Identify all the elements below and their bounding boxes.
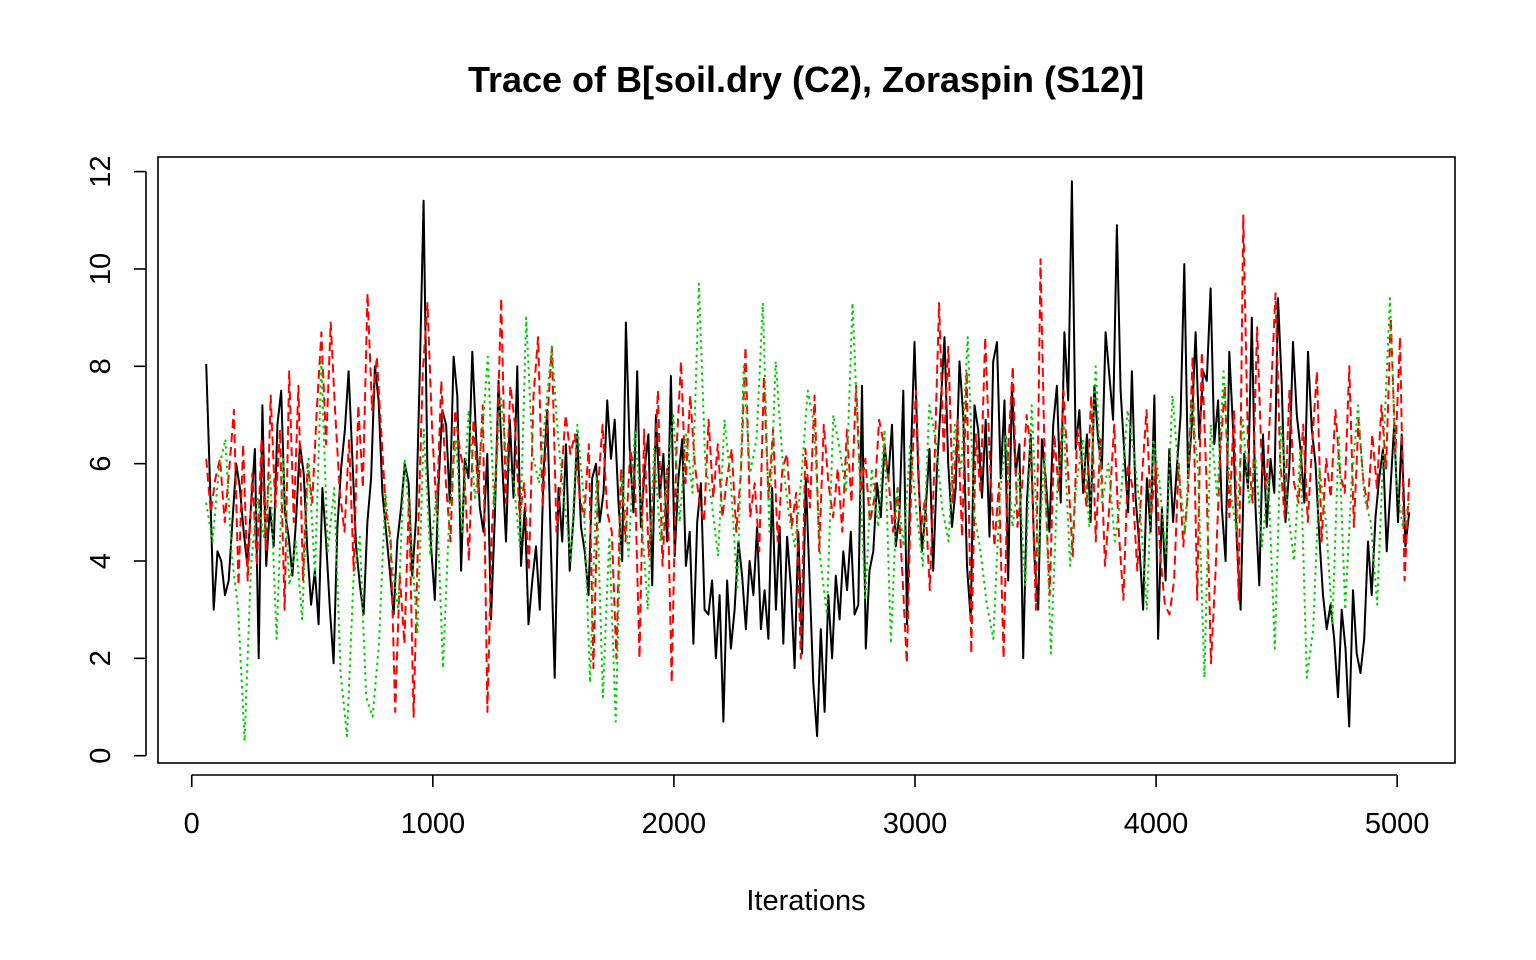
x-tick-label: 3000 [883,808,948,840]
x-tick-label: 1000 [401,808,466,840]
y-tick-label: 8 [85,358,117,374]
x-axis-label: Iterations [746,885,865,917]
y-tick-label: 6 [85,456,117,472]
series-group [205,180,1411,743]
chain-1-trace-line [205,180,1411,738]
plot-frame [157,156,1456,764]
y-tick-label: 0 [85,748,117,764]
x-tick-label: 0 [184,808,200,840]
chain-2-trace-line [205,214,1411,718]
y-tick-label: 4 [85,553,117,569]
y-tick-label: 2 [85,650,117,666]
x-tick-label: 4000 [1124,808,1189,840]
x-axis: 0 1000 2000 3000 4000 5000 [184,774,1430,840]
y-tick-label: 10 [85,253,117,285]
chain-3-trace-line [205,282,1411,743]
chart-title: Trace of B[soil.dry (C2), Zoraspin (S12)… [468,59,1144,100]
x-tick-label: 2000 [642,808,707,840]
y-tick-label: 12 [85,155,117,187]
y-axis: 0 2 4 6 8 10 12 [85,155,147,764]
x-tick-label: 5000 [1365,808,1430,840]
